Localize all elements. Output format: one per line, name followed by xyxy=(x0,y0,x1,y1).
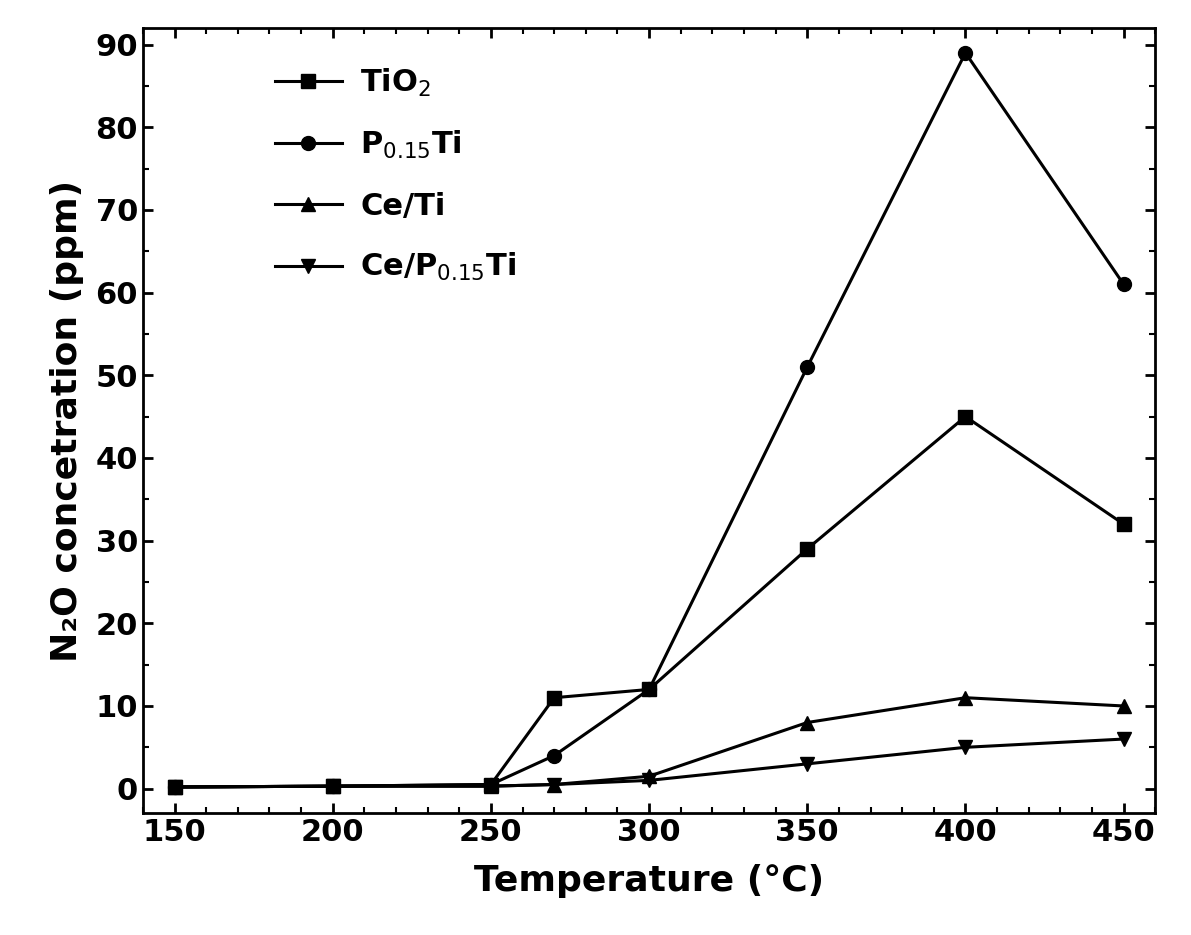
Ce/P$_{0.15}$Ti xyxy=(325,781,339,792)
TiO$_2$ xyxy=(800,543,815,554)
P$_{0.15}$Ti xyxy=(547,750,561,761)
Line: Ce/P$_{0.15}$Ti: Ce/P$_{0.15}$Ti xyxy=(168,732,1130,794)
Ce/Ti xyxy=(959,692,973,703)
P$_{0.15}$Ti xyxy=(1116,279,1130,290)
Ce/P$_{0.15}$Ti xyxy=(547,779,561,790)
Ce/Ti xyxy=(547,779,561,790)
P$_{0.15}$Ti xyxy=(800,362,815,373)
Ce/Ti xyxy=(168,782,182,793)
Ce/P$_{0.15}$Ti xyxy=(168,782,182,793)
Ce/P$_{0.15}$Ti xyxy=(484,781,498,792)
TiO$_2$ xyxy=(484,779,498,790)
Ce/Ti xyxy=(484,781,498,792)
P$_{0.15}$Ti xyxy=(484,779,498,790)
Ce/Ti xyxy=(325,781,339,792)
TiO$_2$ xyxy=(1116,519,1130,530)
Legend: TiO$_2$, P$_{0.15}$Ti, Ce/Ti, Ce/P$_{0.15}$Ti: TiO$_2$, P$_{0.15}$Ti, Ce/Ti, Ce/P$_{0.1… xyxy=(260,51,531,298)
Y-axis label: N₂O concetration (ppm): N₂O concetration (ppm) xyxy=(50,180,85,662)
TiO$_2$ xyxy=(168,782,182,793)
Ce/P$_{0.15}$Ti xyxy=(800,758,815,770)
Line: Ce/Ti: Ce/Ti xyxy=(168,691,1130,794)
Ce/P$_{0.15}$Ti xyxy=(642,775,656,786)
TiO$_2$ xyxy=(325,781,339,792)
P$_{0.15}$Ti xyxy=(168,782,182,793)
Line: TiO$_2$: TiO$_2$ xyxy=(168,410,1130,794)
TiO$_2$ xyxy=(959,411,973,423)
P$_{0.15}$Ti xyxy=(642,683,656,695)
TiO$_2$ xyxy=(642,683,656,695)
P$_{0.15}$Ti xyxy=(325,781,339,792)
Ce/P$_{0.15}$Ti xyxy=(959,741,973,753)
Ce/Ti xyxy=(800,717,815,728)
Line: P$_{0.15}$Ti: P$_{0.15}$Ti xyxy=(168,46,1130,794)
P$_{0.15}$Ti xyxy=(959,48,973,59)
X-axis label: Temperature (°C): Temperature (°C) xyxy=(474,864,824,898)
TiO$_2$ xyxy=(547,692,561,703)
Ce/Ti xyxy=(642,770,656,782)
Ce/P$_{0.15}$Ti xyxy=(1116,733,1130,744)
Ce/Ti xyxy=(1116,700,1130,712)
